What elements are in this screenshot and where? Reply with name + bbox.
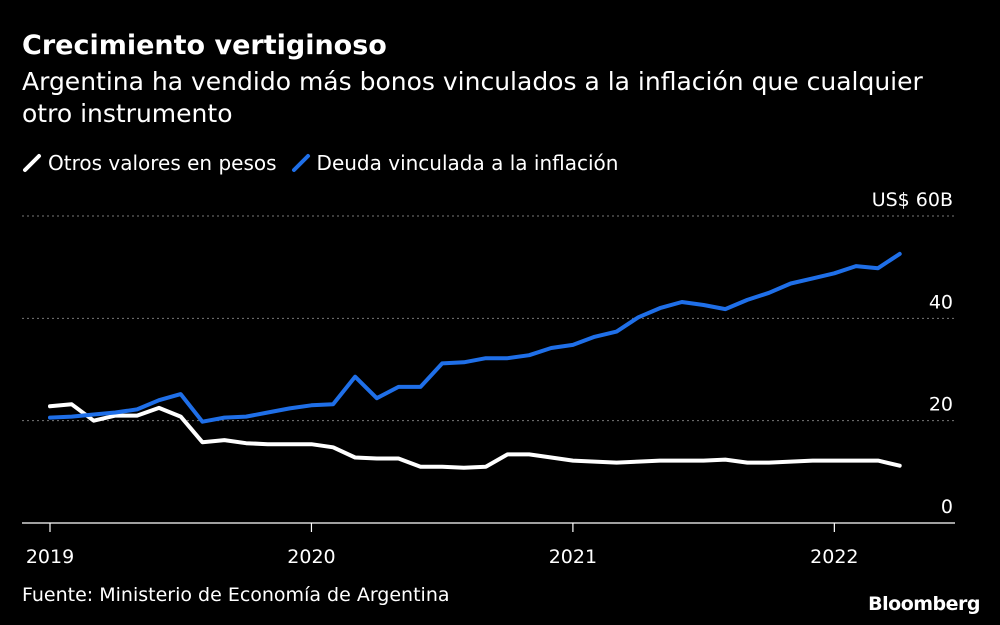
y-tick-label-20: 20	[929, 394, 953, 416]
series-line-deuda-vinculada	[48, 251, 902, 424]
legend-item-otros-valores: Otros valores en pesos	[22, 151, 277, 175]
x-tick-label-2020: 2020	[287, 546, 335, 568]
y-tick-label-40: 40	[929, 291, 953, 313]
x-tick-label-2021: 2021	[549, 546, 597, 568]
legend-item-deuda-vinculada: Deuda vinculada a la inflación	[291, 151, 619, 175]
source-note: Fuente: Ministerio de Economía de Argent…	[22, 584, 450, 606]
legend-label-otros-valores: Otros valores en pesos	[48, 151, 277, 175]
series-line-otros-valores	[48, 402, 902, 470]
legend-label-deuda-vinculada: Deuda vinculada a la inflación	[316, 151, 619, 175]
chart-subtitle: Argentina ha vendido más bonos vinculado…	[22, 67, 923, 128]
x-tick-label-2022: 2022	[810, 546, 858, 568]
legend-swatch-blue	[291, 153, 311, 173]
x-tick-label-2019: 2019	[26, 546, 74, 568]
y-tick-label-60: US$ 60B	[872, 189, 953, 211]
chart-title: Crecimiento vertiginoso	[22, 30, 387, 61]
bloomberg-logo: Bloomberg	[868, 593, 980, 615]
legend: Otros valores en pesos Deuda vinculada a…	[22, 148, 632, 178]
legend-swatch-white	[22, 153, 42, 173]
y-tick-label-0: 0	[941, 496, 953, 518]
